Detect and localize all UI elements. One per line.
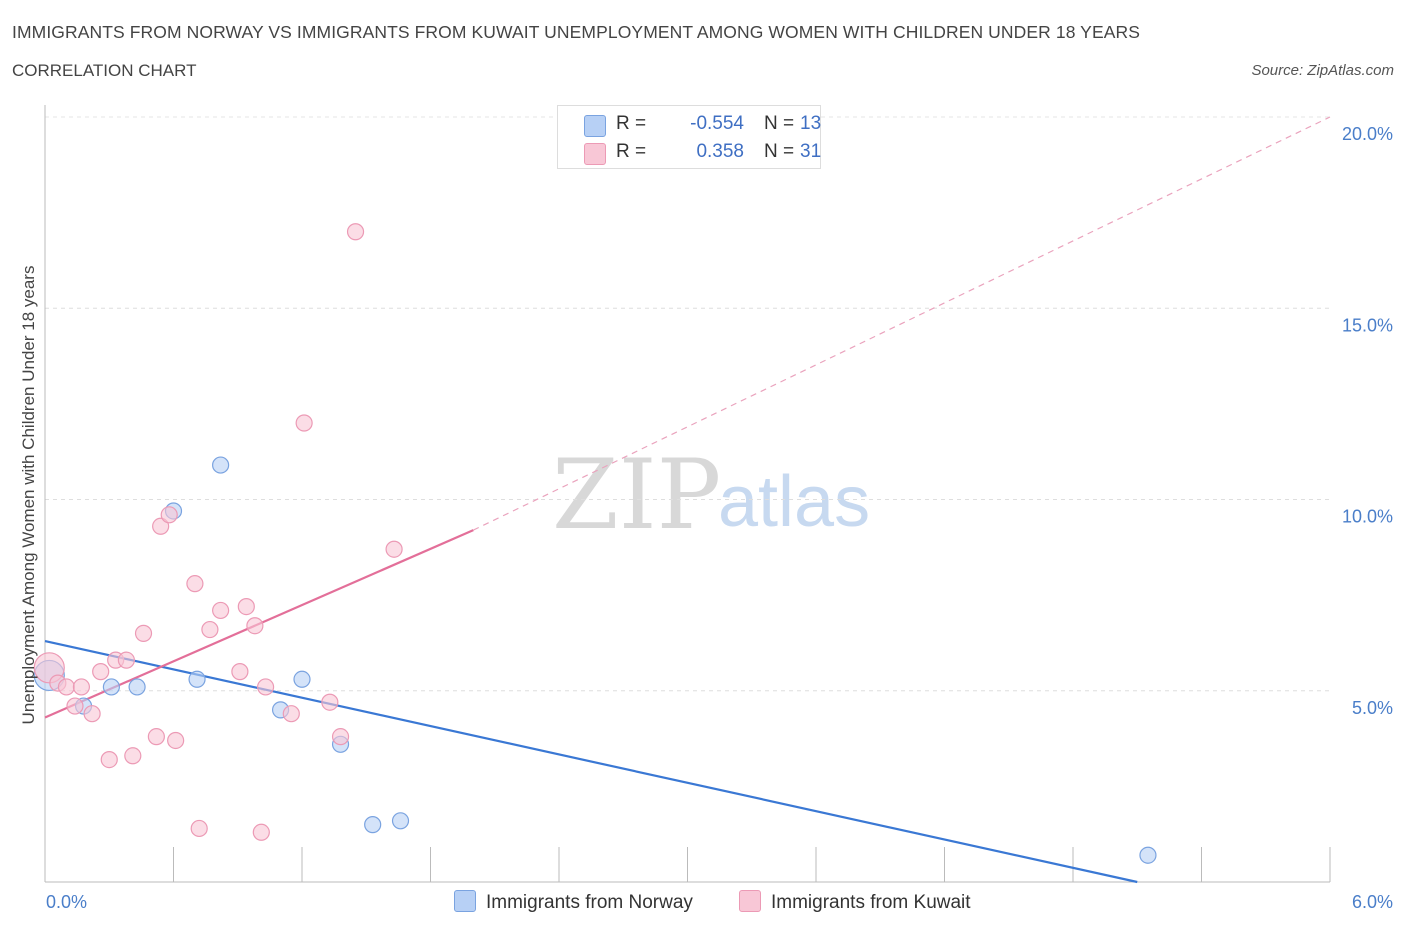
point-1-11 xyxy=(134,624,153,642)
point-1-14 xyxy=(160,506,178,524)
point-0-3 xyxy=(128,678,146,696)
chart-title: IMMIGRANTS FROM NORWAY VS IMMIGRANTS FRO… xyxy=(12,22,1141,42)
point-1-6 xyxy=(92,663,110,681)
point-0-12 xyxy=(1139,846,1157,864)
norway-r-label: R = xyxy=(616,113,647,134)
bottom-norway-swatch xyxy=(454,890,476,912)
source-credit: Source: ZipAtlas.com xyxy=(1251,62,1394,79)
point-1-25 xyxy=(282,705,300,723)
point-1-24 xyxy=(256,678,275,696)
point-1-28 xyxy=(331,728,350,746)
y-tick-label-2: 15.0% xyxy=(1342,315,1393,335)
chart-subtitle: CORRELATION CHART xyxy=(12,61,197,80)
point-1-27 xyxy=(321,693,339,711)
kuwait-n-label: N = xyxy=(764,141,795,162)
point-0-11 xyxy=(391,812,410,830)
y-tick-label-1: 10.0% xyxy=(1342,507,1393,527)
point-1-18 xyxy=(201,620,219,639)
point-1-17 xyxy=(190,819,208,838)
watermark: ZIP atlas xyxy=(552,439,870,551)
point-1-7 xyxy=(100,750,118,769)
kuwait-r-value: 0.358 xyxy=(696,141,744,162)
watermark-atlas: atlas xyxy=(718,462,870,542)
point-1-3 xyxy=(66,697,84,715)
point-1-12 xyxy=(147,728,165,746)
axes xyxy=(44,105,1331,883)
point-1-30 xyxy=(385,540,403,558)
norway-n-value: 13 xyxy=(800,113,822,134)
norway-n-label: N = xyxy=(764,113,795,134)
point-1-29 xyxy=(346,223,365,241)
bottom-legend-norway: Immigrants from Norway xyxy=(454,890,693,914)
bottom-kuwait-label: Immigrants from Kuwait xyxy=(771,892,971,913)
x-tick-label-0: 0.0% xyxy=(46,892,87,912)
point-0-5 xyxy=(188,670,206,688)
x-tick-label-1: 6.0% xyxy=(1352,892,1393,912)
bottom-kuwait-swatch xyxy=(739,890,761,912)
point-1-13 xyxy=(152,517,170,535)
point-1-4 xyxy=(72,678,91,696)
data-points xyxy=(33,223,1157,864)
point-0-2 xyxy=(102,678,120,696)
norway-r-value: -0.554 xyxy=(690,113,744,134)
point-0-8 xyxy=(293,670,311,688)
point-1-22 xyxy=(246,617,264,635)
point-1-19 xyxy=(212,601,230,620)
norway-swatch xyxy=(584,115,606,137)
point-1-20 xyxy=(231,663,249,681)
bottom-legend-kuwait: Immigrants from Kuwait xyxy=(739,890,971,914)
kuwait-swatch xyxy=(584,143,606,165)
point-1-26 xyxy=(295,414,313,432)
y-tick-label-0: 5.0% xyxy=(1352,698,1393,718)
trend-line-0 xyxy=(44,639,1138,884)
kuwait-r-label: R = xyxy=(616,141,647,162)
point-1-5 xyxy=(83,705,101,723)
point-1-21 xyxy=(237,597,255,616)
point-1-9 xyxy=(117,651,135,669)
watermark-zip: ZIP xyxy=(552,439,721,551)
point-1-15 xyxy=(167,731,185,750)
kuwait-n-value: 31 xyxy=(800,141,822,162)
point-1-2 xyxy=(57,678,76,696)
y-tick-label-3: 20.0% xyxy=(1342,124,1393,144)
point-1-16 xyxy=(186,575,204,593)
trend-extension-1 xyxy=(473,116,1331,531)
y-axis-label: Unemployment Among Women with Children U… xyxy=(19,266,38,725)
point-1-23 xyxy=(252,823,270,841)
point-0-10 xyxy=(364,816,382,834)
point-1-10 xyxy=(124,747,142,765)
correlation-legend: R = -0.554 N = 13 R = 0.358 N = 31 xyxy=(557,105,821,169)
gridlines xyxy=(45,116,1330,692)
bottom-norway-label: Immigrants from Norway xyxy=(486,892,693,913)
point-0-6 xyxy=(212,456,230,474)
tick-labels: 5.0% 10.0% 15.0% 20.0% 0.0% 6.0% xyxy=(46,124,1393,912)
